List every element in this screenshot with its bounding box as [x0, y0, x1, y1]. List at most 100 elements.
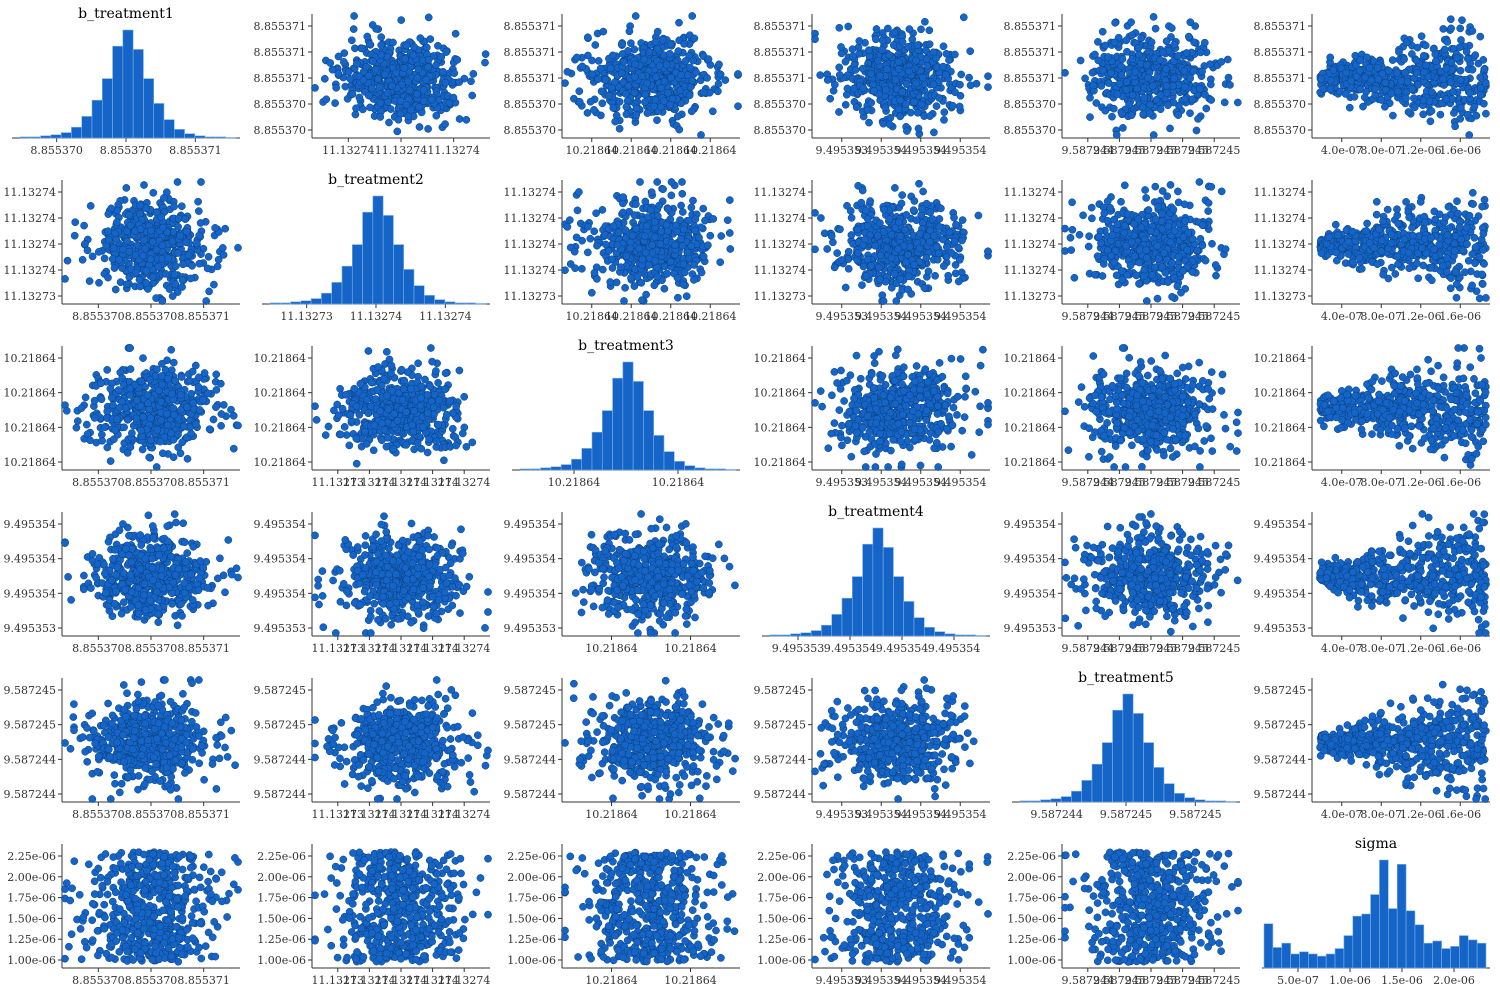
y-tick-label: 8.855371: [1004, 20, 1057, 33]
scatter-point: [583, 248, 592, 257]
scatter-point: [1061, 68, 1069, 77]
scatter-point: [383, 89, 392, 97]
y-tick-label: 8.855371: [254, 20, 307, 33]
scatter-point: [631, 12, 640, 20]
scatter-point: [393, 127, 402, 136]
scatter-point: [1133, 84, 1141, 93]
scatter-point: [1089, 81, 1098, 90]
scatter-point: [1164, 278, 1172, 286]
scatter-point: [1482, 109, 1490, 118]
scatter-point: [734, 70, 742, 78]
scatter-point: [1113, 90, 1122, 99]
scatter-point: [1458, 16, 1466, 25]
scatter-point: [903, 127, 911, 135]
scatter-point: [1154, 254, 1163, 263]
scatter-point: [677, 201, 685, 210]
scatter-point: [663, 227, 672, 236]
scatter-point: [1479, 56, 1488, 64]
scatter-point: [678, 208, 687, 216]
scatter-point: [935, 94, 944, 102]
scatter-point: [643, 79, 652, 88]
scatter-point: [851, 66, 860, 74]
y-tick-label: 11.13274: [4, 264, 57, 277]
scatter-point: [861, 235, 869, 244]
scatter-point: [894, 58, 903, 66]
scatter-point: [1122, 78, 1131, 86]
scatter-point: [881, 86, 890, 94]
scatter-point: [1426, 117, 1435, 126]
scatter-point: [122, 280, 131, 289]
y-tick-label: 11.13273: [4, 290, 57, 303]
scatter-point: [650, 281, 659, 290]
scatter-point: [865, 46, 873, 55]
scatter-point: [1098, 66, 1107, 75]
scatter-point: [620, 297, 628, 305]
scatter-point: [887, 230, 896, 239]
scatter-point: [958, 236, 966, 245]
scatter-point: [371, 65, 380, 74]
scatter-point: [449, 93, 458, 102]
scatter-point: [836, 225, 844, 234]
scatter-point: [1401, 68, 1409, 77]
scatter-point: [202, 297, 211, 305]
scatter-point: [1365, 63, 1374, 72]
scatter-point: [867, 98, 876, 107]
scatter-point: [904, 42, 912, 51]
scatter-point: [141, 244, 150, 253]
scatter-point: [939, 42, 948, 51]
scatter-point: [699, 204, 708, 213]
scatter-point: [625, 27, 634, 36]
scatter-point: [898, 37, 907, 46]
scatter-point: [1112, 131, 1121, 139]
scatter-point: [984, 72, 992, 81]
scatter-point: [1061, 224, 1069, 233]
scatter-point: [85, 277, 94, 285]
y-tick-label: 11.13274: [1004, 264, 1057, 277]
scatter-point: [624, 82, 633, 90]
scatter-point: [1174, 187, 1182, 196]
scatter-point: [940, 108, 949, 117]
y-tick-label: 8.855370: [1004, 98, 1057, 111]
scatter-point: [481, 50, 490, 58]
y-tick-label: 8.855371: [1004, 72, 1057, 85]
scatter-point: [94, 248, 103, 256]
scatter-point: [1356, 85, 1364, 94]
scatter-point: [1170, 227, 1179, 235]
scatter-point: [1317, 74, 1325, 83]
scatter-point: [570, 247, 579, 256]
histogram-bar: [215, 136, 227, 139]
scatter-point: [622, 110, 631, 119]
scatter-point: [402, 100, 411, 109]
scatter-point: [638, 296, 646, 304]
scatter-point: [1381, 102, 1389, 111]
scatter-point: [1101, 41, 1110, 50]
scatter-point: [158, 241, 167, 250]
scatter-point: [1417, 32, 1426, 41]
scatter-point: [673, 227, 681, 236]
scatter-point: [628, 231, 637, 240]
scatter-point: [841, 283, 850, 292]
scatter-point: [1110, 38, 1119, 47]
scatter-point: [619, 208, 627, 217]
scatter-point: [1113, 220, 1122, 229]
scatter-point: [858, 186, 867, 195]
scatter-point: [1402, 38, 1411, 47]
scatter-point: [826, 94, 835, 103]
y-tick-label: 11.13274: [4, 186, 57, 199]
scatter-point: [1153, 294, 1162, 303]
scatter-point: [929, 80, 938, 89]
scatter-point: [640, 232, 649, 240]
scatter-point: [1122, 86, 1131, 94]
histogram-bar: [393, 244, 405, 305]
scatter-point: [877, 46, 886, 54]
scatter-point: [426, 35, 435, 43]
scatter-point: [714, 80, 723, 88]
scatter-point: [680, 40, 688, 48]
scatter-point: [884, 24, 892, 33]
scatter-point: [148, 238, 157, 246]
scatter-point: [1143, 61, 1151, 69]
scatter-point: [1156, 105, 1165, 114]
scatter-point: [592, 209, 600, 218]
